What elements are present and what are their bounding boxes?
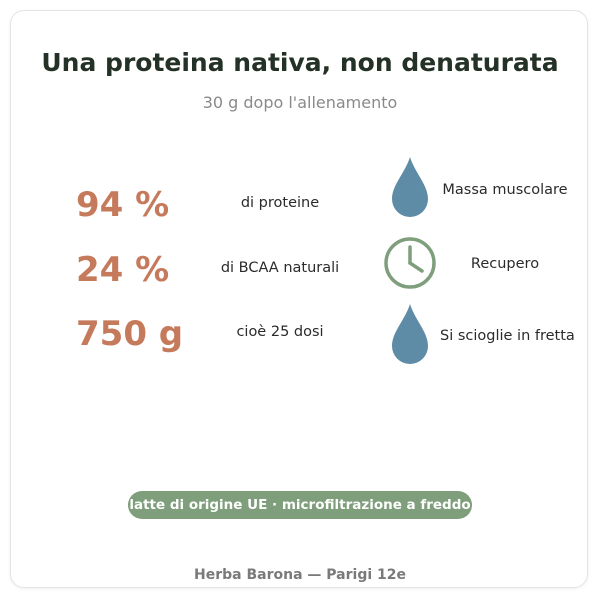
droplet-icon: [382, 302, 438, 366]
benefit-label-recovery: Recupero: [470, 256, 540, 272]
stat-value-bcaa: 24 %: [76, 250, 170, 290]
footer-brand: Herba Barona — Parigi 12e: [194, 567, 406, 583]
page-title: Una proteina nativa, non denaturata: [41, 48, 559, 77]
stat-label-weight: cioè 25 dosi: [236, 324, 324, 340]
droplet-icon: [382, 155, 438, 219]
stat-value-weight: 750 g: [76, 314, 184, 354]
stat-label-bcaa: di BCAA naturali: [220, 260, 340, 276]
page-subtitle: 30 g dopo l'allenamento: [202, 93, 398, 112]
benefit-label-muscle: Massa muscolare: [442, 182, 568, 198]
clock-icon: [382, 232, 438, 296]
stat-value-protein: 94 %: [76, 185, 170, 225]
origin-badge: latte di origine UE · microfiltrazione a…: [128, 491, 472, 519]
stat-label-protein: di proteine: [240, 195, 320, 211]
benefit-label-dissolves: Si scioglie in fretta: [440, 328, 575, 344]
